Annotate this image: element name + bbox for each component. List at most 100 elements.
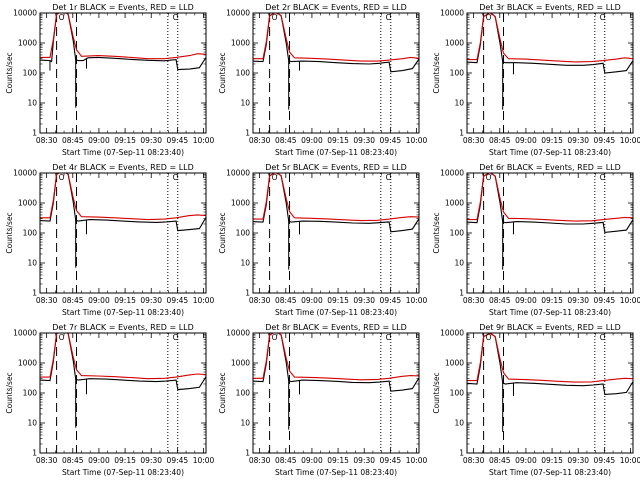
x-tick-label: 09:00 — [88, 456, 110, 465]
plot-frame — [39, 332, 207, 454]
x-tick-label: 09:30 — [140, 136, 162, 145]
y-tick-label: 10 — [454, 419, 464, 428]
x-tick-label: 10:00 — [406, 456, 428, 465]
x-tick-label: 09:15 — [114, 456, 136, 465]
x-axis-label: Start Time (07-Sep-11 08:23:40) — [489, 468, 611, 477]
marker-c-label: C — [386, 333, 391, 342]
marker-o-label: O — [272, 13, 278, 22]
y-tick-label: 1000 — [445, 359, 464, 368]
x-tick-label: 09:00 — [515, 136, 537, 145]
y-tick-label: 100 — [450, 389, 465, 398]
y-tick-label: 1000 — [18, 199, 37, 208]
y-tick-label: 100 — [236, 229, 251, 238]
x-tick-label: 09:15 — [114, 296, 136, 305]
y-tick-label: 100 — [450, 229, 465, 238]
y-tick-label: 1 — [459, 129, 464, 138]
y-tick-label: 10000 — [13, 329, 37, 338]
x-tick-label: 09:00 — [515, 296, 537, 305]
y-tick-label: 100 — [450, 69, 465, 78]
x-tick-label: 08:30 — [249, 296, 271, 305]
plot-frame — [39, 12, 207, 134]
plot-frame — [252, 172, 420, 294]
series-line-events — [253, 173, 419, 233]
series-line-events — [40, 173, 206, 232]
y-axis-label: Counts/sec — [5, 52, 14, 93]
y-axis-label: Counts/sec — [218, 52, 227, 93]
y-tick-label: 10 — [454, 99, 464, 108]
y-tick-label: 10000 — [226, 169, 250, 178]
plot-area — [40, 333, 206, 428]
x-tick-label: 09:30 — [140, 456, 162, 465]
y-tick-label: 10000 — [13, 169, 37, 178]
y-tick-label: 100 — [23, 69, 38, 78]
y-tick-label: 1 — [245, 289, 250, 298]
y-tick-label: 1000 — [445, 39, 464, 48]
chart-panel-9: Det 9r BLACK = Events, RED = LLD Counts/s… — [432, 323, 640, 477]
y-tick-label: 1 — [245, 129, 250, 138]
marker-o-label: O — [59, 13, 65, 22]
x-tick-label: 10:00 — [406, 296, 428, 305]
y-tick-label: 10 — [454, 259, 464, 268]
marker-c-label: C — [386, 173, 391, 182]
series-line-lld — [253, 13, 419, 62]
series-line-lld — [40, 333, 206, 380]
y-axis-label: Counts/sec — [5, 212, 14, 253]
y-tick-label: 100 — [23, 229, 38, 238]
chart-panel-1: Det 1r BLACK = Events, RED = LLD Counts/s… — [5, 3, 215, 157]
plot-area — [253, 13, 419, 110]
y-tick-label: 1000 — [231, 199, 250, 208]
plot-area — [253, 173, 419, 270]
chart-panel-8: Det 8r BLACK = Events, RED = LLD Counts/s… — [218, 323, 428, 477]
plot-area — [467, 173, 633, 270]
x-tick-label: 09:45 — [167, 136, 189, 145]
plot-frame — [252, 12, 420, 134]
chart-panel-7: Det 7r BLACK = Events, RED = LLD Counts/s… — [5, 323, 215, 477]
panel-title: Det 1r BLACK = Events, RED = LLD — [52, 3, 194, 12]
series-line-lld — [467, 13, 633, 63]
y-tick-label: 10 — [27, 419, 37, 428]
x-axis-label: Start Time (07-Sep-11 08:23:40) — [62, 468, 184, 477]
marker-c-label: C — [386, 13, 391, 22]
x-tick-label: 09:30 — [567, 296, 589, 305]
x-tick-label: 08:45 — [489, 456, 511, 465]
plot-frame — [466, 172, 634, 294]
y-axis-label: Counts/sec — [432, 212, 441, 253]
plot-area — [467, 333, 633, 433]
y-tick-label: 1000 — [231, 39, 250, 48]
y-tick-label: 10000 — [13, 9, 37, 18]
x-tick-label: 09:45 — [380, 296, 402, 305]
y-axis-label: Counts/sec — [432, 372, 441, 413]
x-tick-label: 09:30 — [353, 456, 375, 465]
x-tick-label: 10:00 — [193, 296, 215, 305]
y-tick-label: 10 — [240, 99, 250, 108]
panel-title: Det 5r BLACK = Events, RED = LLD — [265, 163, 407, 172]
y-tick-label: 10000 — [440, 169, 464, 178]
x-tick-label: 10:00 — [193, 456, 215, 465]
x-axis-label: Start Time (07-Sep-11 08:23:40) — [489, 308, 611, 317]
plot-frame — [39, 172, 207, 294]
x-tick-label: 09:45 — [594, 456, 616, 465]
x-tick-label: 08:30 — [36, 296, 58, 305]
y-axis-label: Counts/sec — [432, 52, 441, 93]
x-tick-label: 09:00 — [301, 136, 323, 145]
y-tick-label: 1 — [459, 449, 464, 458]
x-tick-label: 09:45 — [167, 456, 189, 465]
x-tick-label: 08:45 — [62, 136, 84, 145]
marker-o-label: O — [59, 173, 65, 182]
y-tick-label: 1000 — [445, 199, 464, 208]
series-line-events — [467, 173, 633, 234]
x-tick-label: 08:45 — [275, 296, 297, 305]
x-tick-label: 10:00 — [193, 136, 215, 145]
chart-panel-5: Det 5r BLACK = Events, RED = LLD Counts/s… — [218, 163, 428, 317]
series-line-events — [467, 333, 633, 395]
x-axis-label: Start Time (07-Sep-11 08:23:40) — [489, 148, 611, 157]
x-tick-label: 09:00 — [515, 456, 537, 465]
panel-title: Det 2r BLACK = Events, RED = LLD — [265, 3, 407, 12]
plot-frame — [466, 12, 634, 134]
series-line-lld — [467, 333, 633, 383]
y-tick-label: 100 — [23, 389, 38, 398]
y-tick-label: 10 — [240, 419, 250, 428]
y-tick-label: 10000 — [440, 329, 464, 338]
x-tick-label: 09:45 — [380, 136, 402, 145]
x-tick-label: 08:30 — [36, 136, 58, 145]
